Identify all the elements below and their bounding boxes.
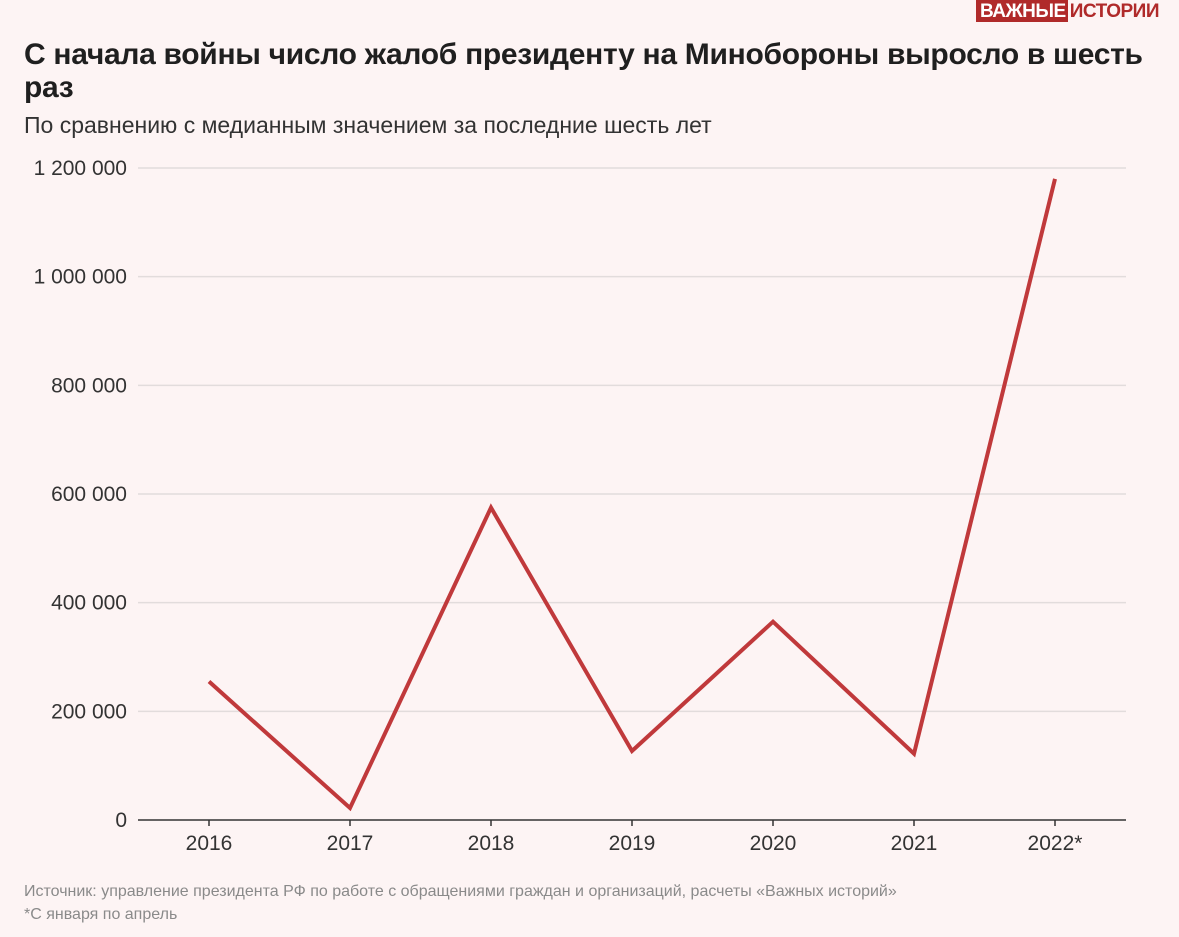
y-tick-label: 400 000 xyxy=(51,592,127,615)
x-tick-label: 2019 xyxy=(609,832,656,855)
brand-logo-part2: ИСТОРИИ xyxy=(1069,1,1160,22)
x-tick-label: 2017 xyxy=(327,832,374,855)
source-note: Источник: управление президента РФ по ра… xyxy=(24,883,897,900)
x-tick-label: 2020 xyxy=(750,832,797,855)
x-tick-label: 2021 xyxy=(891,832,938,855)
footnote: *С января по апрель xyxy=(24,906,178,923)
chart-title: С начала войны число жалоб президенту на… xyxy=(24,38,1143,104)
x-tick-label: 2016 xyxy=(186,832,233,855)
chart-subtitle: По сравнению с медианным значением за по… xyxy=(24,112,712,138)
y-tick-label: 800 000 xyxy=(51,374,127,397)
brand-logo-part1: ВАЖНЫЕ xyxy=(976,0,1068,22)
y-tick-label: 0 xyxy=(115,809,127,832)
brand-logo: ВАЖНЫЕ ИСТОРИИ xyxy=(976,0,1160,22)
y-tick-label: 200 000 xyxy=(51,700,127,723)
y-tick-label: 600 000 xyxy=(51,483,127,506)
x-tick-label: 2018 xyxy=(468,832,515,855)
y-tick-label: 1 200 000 xyxy=(34,157,127,180)
chart-footer: Источник: управление президента РФ по ра… xyxy=(24,880,897,926)
y-tick-label: 1 000 000 xyxy=(34,266,127,289)
x-tick-label: 2022* xyxy=(1028,832,1083,855)
